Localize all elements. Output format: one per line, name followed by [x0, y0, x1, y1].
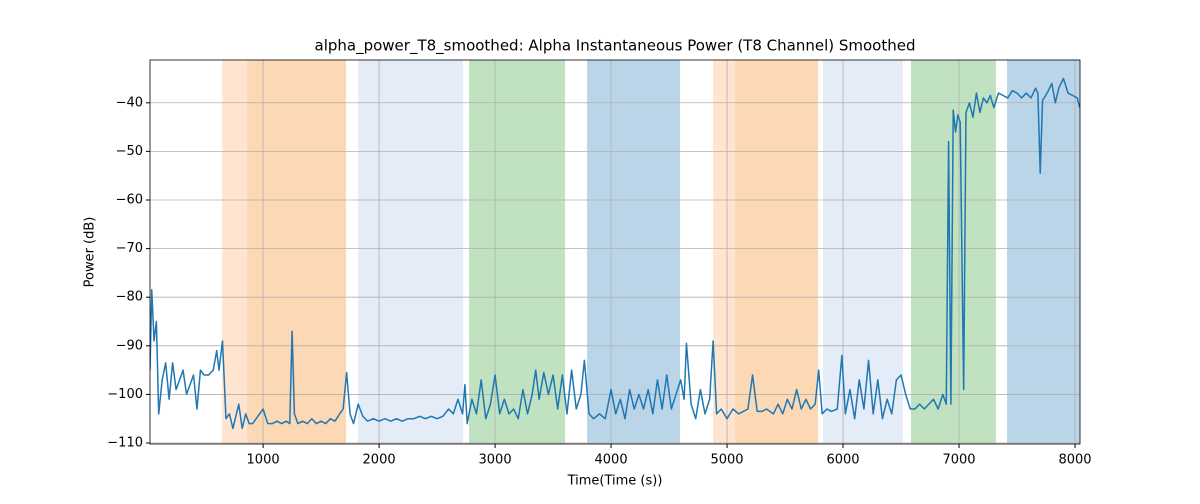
y-axis-label: Power (dB)	[83, 217, 98, 288]
x-axis-label: Time(Time (s))	[567, 474, 663, 489]
shaded-span	[247, 60, 347, 444]
shaded-span	[358, 60, 464, 444]
y-tick-label: −60	[116, 192, 143, 207]
x-tick-label: 7000	[942, 453, 975, 468]
y-tick-label: −100	[107, 387, 143, 402]
y-tick-label: −40	[116, 95, 143, 110]
shaded-span	[587, 60, 681, 444]
x-tick-label: 8000	[1058, 453, 1091, 468]
shaded-span	[823, 60, 904, 444]
x-tick-label: 1000	[247, 453, 280, 468]
chart-title: alpha_power_T8_smoothed: Alpha Instantan…	[315, 37, 916, 56]
y-tick-label: −80	[116, 290, 143, 305]
y-tick-label: −110	[107, 436, 143, 451]
shaded-span	[1007, 60, 1080, 444]
x-tick-label: 3000	[479, 453, 512, 468]
shaded-span	[469, 60, 566, 444]
x-tick-label: 2000	[363, 453, 396, 468]
y-tick-label: −90	[116, 338, 143, 353]
y-tick-label: −50	[116, 144, 143, 159]
x-tick-label: 6000	[826, 453, 859, 468]
axes-frame	[149, 59, 1081, 445]
x-tick-label: 4000	[595, 453, 628, 468]
x-tick-label: 5000	[710, 453, 743, 468]
shaded-span	[713, 60, 736, 444]
y-tick-label: −70	[116, 241, 143, 256]
data-line	[150, 77, 1080, 430]
shaded-span	[735, 60, 818, 444]
shaded-span	[222, 60, 248, 444]
